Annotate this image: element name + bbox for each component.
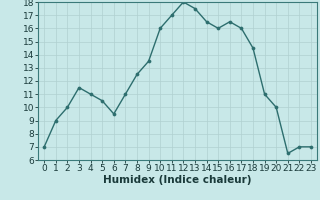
X-axis label: Humidex (Indice chaleur): Humidex (Indice chaleur) <box>103 175 252 185</box>
